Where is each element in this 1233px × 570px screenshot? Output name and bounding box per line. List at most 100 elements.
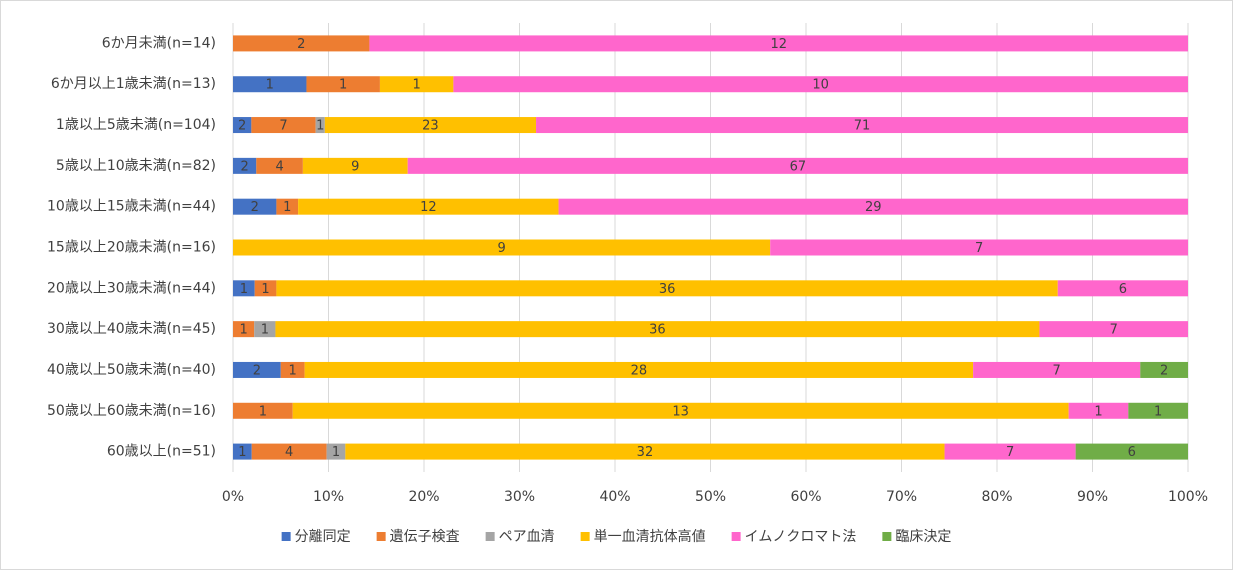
legend-swatch xyxy=(281,532,291,541)
bar-segment xyxy=(304,361,974,378)
data-label: 2 xyxy=(241,159,249,174)
data-label: 2 xyxy=(251,200,259,215)
data-label: 71 xyxy=(854,119,871,134)
legend-label: ペア血清 xyxy=(499,529,555,545)
data-label: 4 xyxy=(275,159,283,174)
bar-segment xyxy=(306,76,380,93)
x-tick-label: 0% xyxy=(222,489,244,505)
x-tick-label: 50% xyxy=(695,489,726,505)
y-tick-label: 15歳以上20歳未満(n=16) xyxy=(47,240,216,256)
data-label: 1 xyxy=(238,445,246,460)
data-label: 7 xyxy=(279,119,287,134)
bar-segment xyxy=(453,76,1188,93)
legend-swatch xyxy=(580,532,590,541)
data-label: 67 xyxy=(790,159,807,174)
data-label: 7 xyxy=(1053,363,1061,378)
bar-segment xyxy=(407,157,1188,174)
x-tick-label: 100% xyxy=(1168,489,1208,505)
data-label: 6 xyxy=(1119,282,1127,297)
bar-segment xyxy=(558,198,1188,215)
legend-swatch xyxy=(731,532,741,541)
bar-segment xyxy=(379,76,454,93)
y-tick-label: 5歳以上10歳未満(n=82) xyxy=(56,158,216,174)
y-tick-label: 10歳以上15歳未満(n=44) xyxy=(47,199,216,215)
data-label: 1 xyxy=(1094,404,1102,419)
data-label: 36 xyxy=(659,282,676,297)
bar-segment xyxy=(1128,402,1188,419)
bar-segment xyxy=(1068,402,1129,419)
data-label: 1 xyxy=(283,200,291,215)
bar-segment xyxy=(254,321,276,338)
legend-swatch xyxy=(882,532,892,541)
bar-segment xyxy=(345,443,945,460)
bar-segment xyxy=(1075,443,1188,460)
data-label: 23 xyxy=(422,119,439,134)
bar-segment xyxy=(276,280,1058,297)
data-label: 1 xyxy=(261,323,269,338)
data-label: 1 xyxy=(240,282,248,297)
data-label: 2 xyxy=(297,37,305,52)
x-tick-label: 80% xyxy=(981,489,1012,505)
legend-label: 遺伝子検査 xyxy=(390,529,460,545)
data-label: 1 xyxy=(261,282,269,297)
bar-segment xyxy=(251,443,327,460)
x-tick-label: 70% xyxy=(886,489,917,505)
bar-segment xyxy=(233,280,255,297)
legend-label: イムノクロマト法 xyxy=(745,529,857,545)
bar-segment xyxy=(254,280,277,297)
bar-segment xyxy=(369,35,1188,52)
y-tick-label: 50歳以上60歳未満(n=16) xyxy=(47,403,216,419)
data-label: 1 xyxy=(289,363,297,378)
data-label: 7 xyxy=(975,241,983,256)
data-label: 12 xyxy=(420,200,437,215)
y-tick-label: 1歳以上5歳未満(n=104) xyxy=(56,117,216,133)
bar-segment xyxy=(1039,321,1188,338)
x-tick-label: 40% xyxy=(599,489,630,505)
data-label: 2 xyxy=(238,119,246,134)
data-label: 2 xyxy=(1160,363,1168,378)
data-label: 1 xyxy=(259,404,267,419)
bar-segment xyxy=(302,157,408,174)
bar-segment xyxy=(298,198,559,215)
legend-label: 臨床決定 xyxy=(895,529,951,545)
bar-segment xyxy=(944,443,1076,460)
data-label: 12 xyxy=(770,37,787,52)
bar-segment xyxy=(770,239,1188,256)
data-label: 13 xyxy=(672,404,689,419)
x-tick-label: 30% xyxy=(504,489,535,505)
data-label: 1 xyxy=(332,445,340,460)
bar-segment xyxy=(233,321,255,338)
y-tick-label: 40歳以上50歳未満(n=40) xyxy=(47,362,216,378)
data-label: 7 xyxy=(1110,323,1118,338)
data-label: 2 xyxy=(253,363,261,378)
bar-segment xyxy=(251,117,316,134)
legend-label: 単一血清抗体高値 xyxy=(594,528,706,545)
data-label: 32 xyxy=(637,445,654,460)
bar-segment xyxy=(326,443,346,460)
bar-segment xyxy=(315,117,325,134)
data-label: 4 xyxy=(285,445,293,460)
bar-segment xyxy=(1057,280,1188,297)
bar-segment xyxy=(973,361,1141,378)
data-label: 1 xyxy=(1154,404,1162,419)
data-label: 1 xyxy=(316,119,324,134)
bar-segment xyxy=(1140,361,1188,378)
y-tick-label: 60歳以上(n=51) xyxy=(107,444,216,460)
data-label: 28 xyxy=(631,363,648,378)
x-tick-label: 60% xyxy=(790,489,821,505)
bar-segment xyxy=(536,117,1188,134)
bar-segment xyxy=(292,402,1069,419)
data-label: 1 xyxy=(239,323,247,338)
bar-segment xyxy=(233,402,293,419)
data-label: 1 xyxy=(266,78,274,93)
data-label: 36 xyxy=(649,323,666,338)
x-tick-label: 10% xyxy=(313,489,344,505)
bar-segment xyxy=(233,361,281,378)
legend-swatch xyxy=(376,532,386,541)
bar-segment xyxy=(233,239,771,256)
y-tick-label: 30歳以上40歳未満(n=45) xyxy=(47,321,216,337)
bar-segment xyxy=(233,157,257,174)
bar-segment xyxy=(233,76,307,93)
data-label: 7 xyxy=(1006,445,1014,460)
